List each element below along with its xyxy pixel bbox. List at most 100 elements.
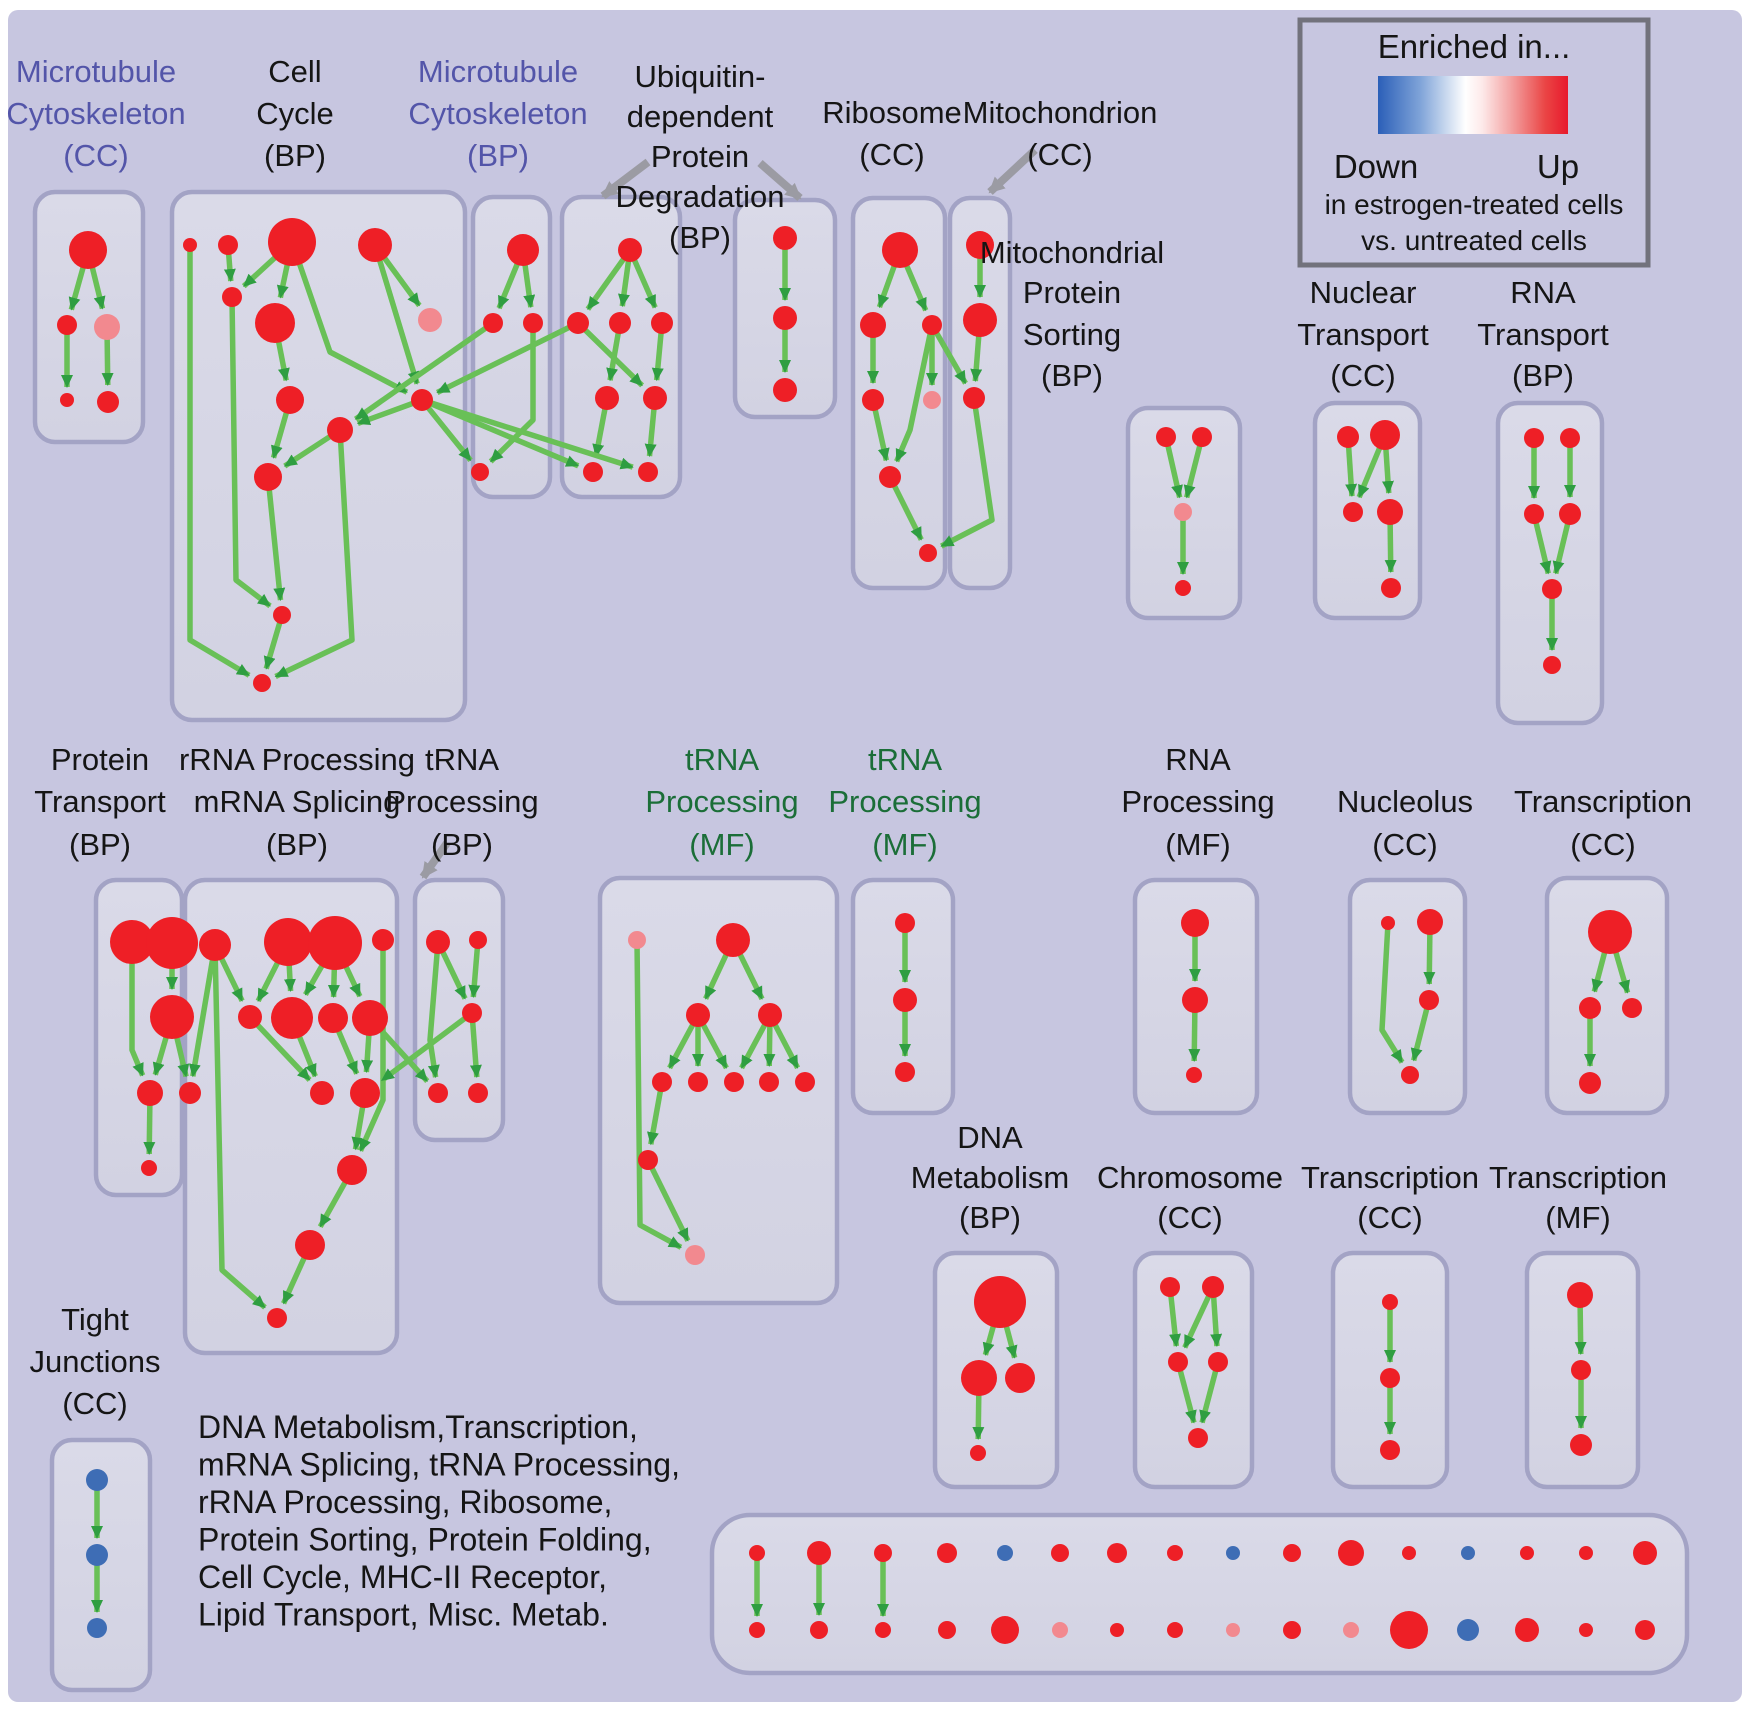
label-pointer-arrow-0 [600, 158, 651, 200]
trna-processing-bp-edge-1 [468, 939, 481, 999]
legend-box [1297, 17, 1651, 268]
protein-transport-bp-node-3 [137, 1080, 163, 1106]
label-pointer-arrow-3 [419, 840, 451, 880]
trna-processing-bp-label-line-2: (BP) [431, 827, 493, 862]
cross-edge-5 [929, 323, 968, 385]
rna-transport-bp-node-4 [1542, 579, 1562, 599]
ubiquitin-degradation-bp-edge-5 [576, 321, 645, 388]
trna-processing-mf-1-node-2 [686, 1003, 710, 1027]
transcription-cc-row3-node-0 [1382, 1294, 1398, 1310]
tight-junctions-cc-node-0 [86, 1469, 108, 1491]
transcription-mf-label-line-0: Transcription [1489, 1160, 1667, 1195]
protein-transport-bp-label-line-1: Transport [34, 784, 166, 819]
rrna-processing-mrna-splicing-bp-node-10 [337, 1155, 367, 1185]
protein-transport-bp-node-4 [179, 1082, 201, 1104]
cell-cycle-bp-node-4 [222, 287, 242, 307]
cross-edge-2 [421, 397, 634, 470]
summary-col-12-top-node [1461, 1546, 1475, 1560]
summary-col-13-bottom-node [1515, 1618, 1539, 1642]
trna-processing-mf-1-node-1 [716, 923, 750, 957]
summary-col-4-bottom-node [991, 1616, 1019, 1644]
chromosome-cc-node-3 [1208, 1352, 1228, 1372]
misc-note-line-4: Cell Cycle, MHC-II Receptor, [198, 1559, 607, 1595]
cell-cycle-bp-node-10 [254, 463, 282, 491]
summary-col-5-top-node [1051, 1544, 1069, 1562]
cell-cycle-bp-box [169, 189, 468, 723]
trna-processing-bp-node-2 [462, 1003, 482, 1023]
transcription-cc-row2-label-line-1: (CC) [1570, 827, 1635, 862]
cell-cycle-bp-node-1 [218, 235, 238, 255]
label-pointer-arrow-2 [987, 147, 1038, 195]
legend-title: Enriched in... [1378, 28, 1571, 65]
legend-down-label: Down [1334, 148, 1418, 185]
tight-junctions-cc-node-1 [86, 1544, 108, 1566]
summary-col-1-top-node [807, 1541, 831, 1565]
summary-col-13-top-node [1520, 1546, 1534, 1560]
trna-processing-mf-2-node-1 [893, 988, 917, 1012]
rna-processing-mf-node-1 [1182, 987, 1208, 1013]
cell-cycle-bp-edge-6 [372, 244, 420, 385]
nuclear-transport-cc-node-0 [1337, 426, 1359, 448]
nucleolus-cc-box [1347, 877, 1468, 1116]
ubiquitin-degradation-bp-node-1 [567, 312, 589, 334]
summary-col-10-bottom-node [1343, 1622, 1359, 1638]
microtubule-cytoskeleton-cc-node-0 [69, 231, 107, 269]
summary-col-2-bottom-node [875, 1622, 891, 1638]
protein-transport-bp-node-2 [150, 995, 194, 1039]
trna-processing-bp-box [412, 877, 506, 1143]
dna-metabolism-bp-node-1 [961, 1360, 997, 1396]
rna-transport-bp-node-2 [1524, 504, 1544, 524]
rrna-processing-mrna-splicing-bp-node-12 [267, 1308, 287, 1328]
chromosome-cc-box [1132, 1250, 1255, 1490]
summary-col-11-bottom-node [1390, 1611, 1428, 1649]
dna-metabolism-bp-box [932, 1250, 1060, 1490]
trna-processing-mf-1-edge-10 [634, 939, 683, 1250]
summary-col-9-top-node [1283, 1544, 1301, 1562]
rrna-processing-mrna-splicing-bp-node-7 [352, 1000, 388, 1036]
microtubule-cytoskeleton-cc-node-3 [60, 393, 74, 407]
transcription-cc-row2-node-3 [1579, 1072, 1601, 1094]
nuclear-transport-cc-label-line-2: (CC) [1330, 358, 1395, 393]
trna-processing-bp-label-line-0: tRNA [425, 742, 499, 777]
dna-metabolism-bp-label-line-0: DNA [957, 1120, 1023, 1155]
tight-junctions-cc-node-2 [87, 1618, 107, 1638]
rrna-processing-mrna-splicing-bp-edge-11 [357, 940, 386, 1152]
summary-col-2-top-node [874, 1544, 892, 1562]
dna-metabolism-bp-label-line-2: (BP) [959, 1200, 1021, 1235]
rrna-processing-mrna-splicing-bp-label-line-1: mRNA Splicing [194, 784, 401, 819]
chromosome-cc-edge-3 [1175, 1361, 1197, 1424]
rna-transport-bp-node-3 [1559, 503, 1581, 525]
trna-processing-mf-2-label-line-0: tRNA [868, 742, 942, 777]
dna-metabolism-bp-node-0 [974, 1276, 1026, 1328]
trna-processing-mf-1-node-8 [795, 1072, 815, 1092]
mitochondrial-protein-sorting-bp-label-line-2: Sorting [1023, 317, 1121, 352]
trna-processing-mf-1-node-9 [638, 1150, 658, 1170]
chromosome-cc-edge-1 [1182, 1285, 1216, 1349]
misc-summary-box [709, 1512, 1690, 1676]
cell-cycle-bp-node-12 [253, 674, 271, 692]
ribosome-cc-node-5 [879, 466, 901, 488]
transcription-cc-row3-label-line-0: Transcription [1301, 1160, 1479, 1195]
rrna-processing-mrna-splicing-bp-edge-6 [248, 1015, 312, 1082]
summary-col-7-bottom-node [1167, 1622, 1183, 1638]
cross-edge-4 [353, 320, 495, 422]
mitochondrion-cc-node-0 [966, 231, 994, 259]
cell-cycle-bp-node-7 [276, 386, 304, 414]
trna-processing-mf-2-node-2 [895, 1062, 915, 1082]
rna-transport-bp-node-5 [1543, 656, 1561, 674]
rrna-processing-mrna-splicing-bp-node-0 [199, 929, 231, 961]
legend-up-label: Up [1537, 148, 1579, 185]
nucleolus-cc-node-0 [1381, 916, 1395, 930]
summary-col-8-top-node [1226, 1546, 1240, 1560]
rna-transport-bp-box [1495, 400, 1605, 726]
protein-transport-bp-edge-0 [129, 942, 146, 1077]
summary-col-11-top-node [1402, 1546, 1416, 1560]
protein-transport-bp-node-5 [141, 1160, 157, 1176]
transcription-mf-node-2 [1570, 1434, 1592, 1456]
nucleolus-cc-label-line-0: Nucleolus [1337, 784, 1473, 819]
ubiquitin-degradation-bp-label-line-3: Degradation [616, 179, 785, 214]
transcription-cc-row2-label-line-0: Transcription [1514, 784, 1692, 819]
summary-col-0-bottom-node [749, 1622, 765, 1638]
summary-col-5-bottom-node [1052, 1622, 1068, 1638]
